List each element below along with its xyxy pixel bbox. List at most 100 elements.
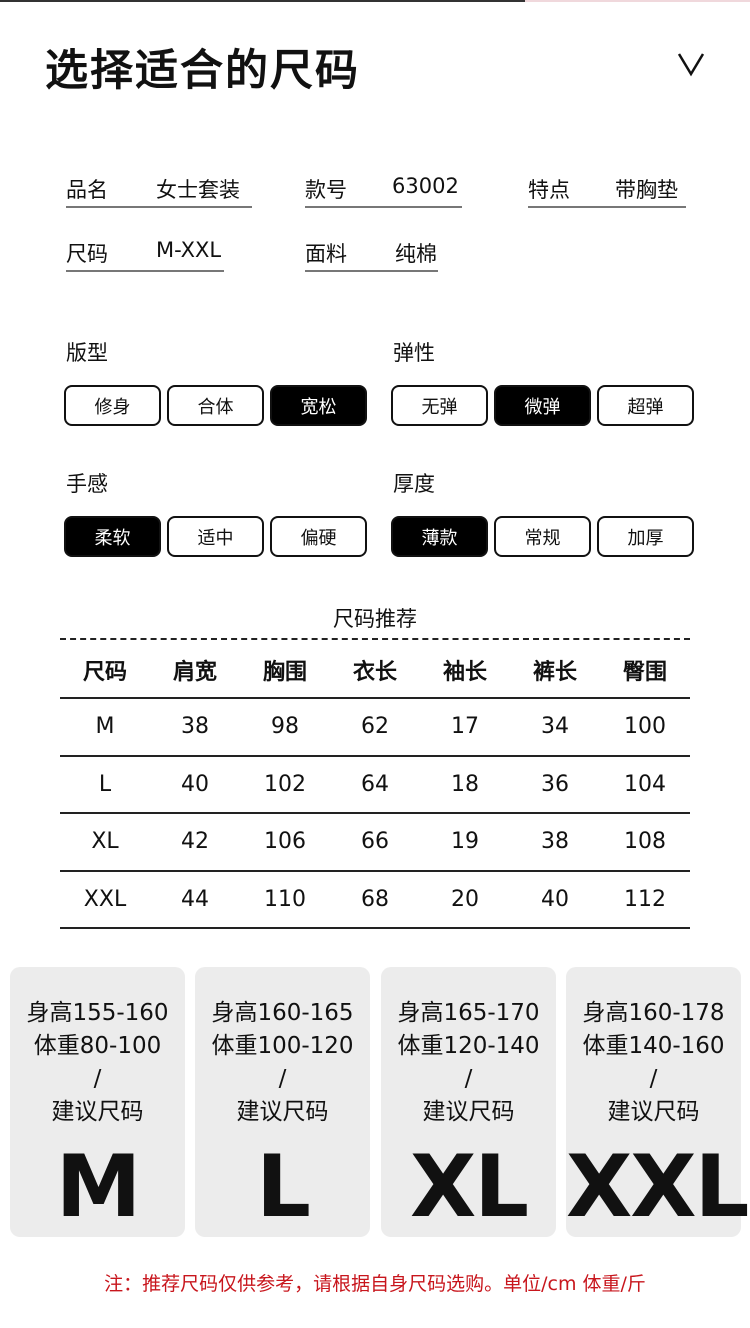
option-button[interactable]: 无弹	[391, 385, 488, 426]
table-header: 臀围	[600, 642, 690, 699]
info-field: 品名 女士套装	[66, 174, 252, 208]
table-header: 尺码	[60, 642, 150, 699]
info-value: 带胸垫	[615, 178, 678, 202]
info-label: 尺码	[66, 242, 108, 266]
suggest-label: 建议尺码	[422, 1099, 515, 1125]
table-cell: 112	[600, 870, 690, 930]
table-cell: 66	[330, 813, 420, 872]
height-range: 身高155-160	[26, 1000, 169, 1026]
table-cell: 34	[510, 698, 600, 757]
top-bar	[0, 0, 750, 2]
option-button[interactable]: 修身	[64, 385, 161, 426]
suggest-label: 建议尺码	[51, 1099, 144, 1125]
separator: /	[649, 1066, 658, 1092]
option-button[interactable]: 柔软	[64, 516, 161, 557]
table-cell: XL	[60, 813, 150, 872]
page-title: 选择适合的尺码	[45, 46, 360, 96]
option-button[interactable]: 薄款	[391, 516, 488, 557]
table-cell: 106	[240, 813, 330, 872]
separator: /	[278, 1066, 287, 1092]
height-range: 身高165-170	[397, 1000, 540, 1026]
table-cell: 36	[510, 755, 600, 815]
option-button[interactable]: 加厚	[597, 516, 694, 557]
option-button[interactable]: 适中	[167, 516, 264, 557]
info-field: 特点 带胸垫	[528, 174, 686, 208]
size-card: 身高165-170 体重120-140 / 建议尺码 XL	[381, 967, 556, 1237]
table-cell: 108	[600, 813, 690, 872]
info-label: 款号	[305, 178, 347, 202]
table-cell: XXL	[60, 870, 150, 930]
table-cell: 40	[150, 755, 240, 815]
size-card: 身高160-165 体重100-120 / 建议尺码 L	[195, 967, 370, 1237]
height-range: 身高160-165	[211, 1000, 354, 1026]
table-cell: 104	[600, 755, 690, 815]
option-button[interactable]: 微弹	[494, 385, 591, 426]
table-cell: 42	[150, 813, 240, 872]
weight-range: 体重80-100	[33, 1033, 162, 1059]
table-cell: 98	[240, 698, 330, 757]
table-cell: 40	[510, 870, 600, 930]
table-cell: 62	[330, 698, 420, 757]
table-cell: 17	[420, 698, 510, 757]
info-value: M-XXL	[156, 238, 222, 262]
table-cell: 64	[330, 755, 420, 815]
option-button[interactable]: 超弹	[597, 385, 694, 426]
table-cell: 38	[150, 698, 240, 757]
info-field: 款号 63002	[305, 174, 462, 208]
chevron-down-icon[interactable]	[676, 48, 706, 78]
info-label: 特点	[528, 178, 570, 202]
separator: /	[464, 1066, 473, 1092]
table-cell: 100	[600, 698, 690, 757]
suggest-label: 建议尺码	[607, 1099, 700, 1125]
weight-range: 体重100-120	[211, 1033, 354, 1059]
suggested-size: XXL	[566, 1137, 749, 1237]
info-label: 面料	[305, 242, 347, 266]
table-cell: 102	[240, 755, 330, 815]
table-cell: M	[60, 698, 150, 757]
table-header: 裤长	[510, 642, 600, 699]
table-cell: 110	[240, 870, 330, 930]
info-value: 女士套装	[156, 178, 240, 202]
table-cell: 19	[420, 813, 510, 872]
table-row: L 40 102 64 18 36 104	[60, 755, 690, 815]
table-row: XL 42 106 66 19 38 108	[60, 813, 690, 872]
suggested-size: XL	[409, 1137, 529, 1237]
weight-range: 体重140-160	[582, 1033, 725, 1059]
table-header: 袖长	[420, 642, 510, 699]
attribute-label: 厚度	[393, 472, 435, 496]
info-field: 尺码 M-XXL	[66, 238, 224, 272]
attribute-label: 手感	[66, 472, 108, 496]
table-header: 肩宽	[150, 642, 240, 699]
table-row: M 38 98 62 17 34 100	[60, 698, 690, 757]
option-button[interactable]: 宽松	[270, 385, 367, 426]
table-cell: 38	[510, 813, 600, 872]
info-value: 63002	[392, 174, 459, 198]
table-cell: 44	[150, 870, 240, 930]
info-label: 品名	[66, 178, 108, 202]
size-card: 身高155-160 体重80-100 / 建议尺码 M	[10, 967, 185, 1237]
table-row: XXL 44 110 68 20 40 112	[60, 870, 690, 930]
table-header: 胸围	[240, 642, 330, 699]
size-card: 身高160-178 体重140-160 / 建议尺码 XXL	[566, 967, 749, 1237]
table-cell: L	[60, 755, 150, 815]
height-range: 身高160-178	[582, 1000, 725, 1026]
suggest-label: 建议尺码	[236, 1099, 329, 1125]
weight-range: 体重120-140	[397, 1033, 540, 1059]
attribute-label: 弹性	[393, 341, 435, 365]
separator: /	[93, 1066, 102, 1092]
option-button[interactable]: 偏硬	[270, 516, 367, 557]
footnote: 注：推荐尺码仅供参考，请根据自身尺码选购。单位/cm 体重/斤	[104, 1273, 646, 1295]
suggested-size: M	[55, 1137, 142, 1237]
table-cell: 18	[420, 755, 510, 815]
table-cell: 68	[330, 870, 420, 930]
info-value: 纯棉	[395, 242, 437, 266]
table-cell: 20	[420, 870, 510, 930]
option-button[interactable]: 常规	[494, 516, 591, 557]
dashed-divider	[60, 638, 690, 640]
option-button[interactable]: 合体	[167, 385, 264, 426]
table-title: 尺码推荐	[333, 607, 417, 631]
size-table: 尺码 肩宽 胸围 衣长 袖长 裤长 臀围 M 38 98 62 17 34 100 L 40 102 64 18 36…	[60, 642, 690, 930]
info-field: 面料 纯棉	[305, 238, 438, 272]
attribute-label: 版型	[66, 341, 108, 365]
table-header: 衣长	[330, 642, 420, 699]
